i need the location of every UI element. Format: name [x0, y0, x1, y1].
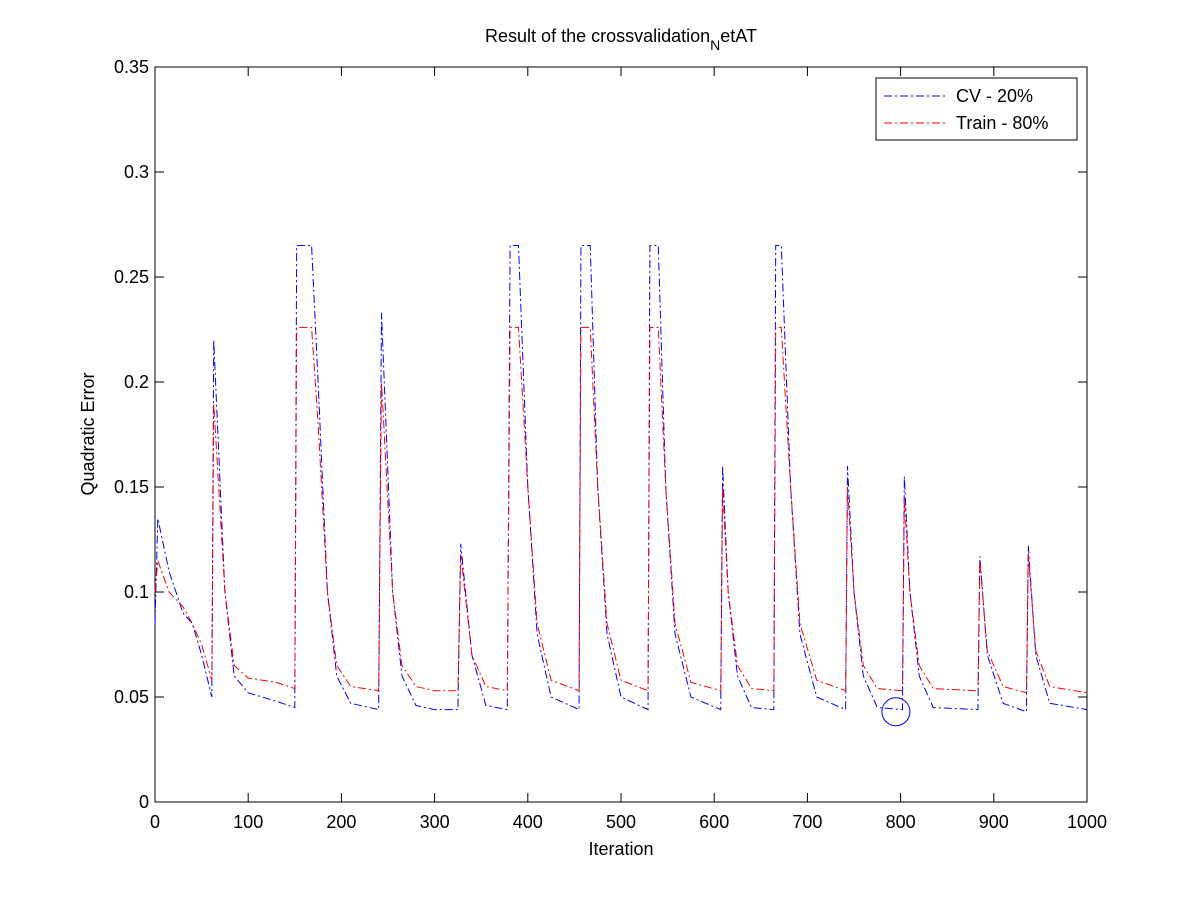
- y-tick-label: 0.25: [114, 267, 149, 287]
- chart-title: Result of the crossvalidationNetAT: [485, 26, 757, 53]
- x-tick-label: 300: [420, 812, 450, 832]
- legend-box: [875, 77, 1078, 141]
- legend-label: CV - 20%: [956, 86, 1033, 106]
- x-tick-label: 900: [979, 812, 1009, 832]
- y-tick-label: 0.2: [124, 372, 149, 392]
- legend-label: Train - 80%: [956, 113, 1048, 133]
- x-tick-label: 100: [233, 812, 263, 832]
- x-tick-label: 700: [792, 812, 822, 832]
- y-tick-label: 0: [139, 792, 149, 812]
- y-tick-label: 0.3: [124, 162, 149, 182]
- title-part: Result of the crossvalidation: [485, 26, 710, 46]
- x-tick-label: 0: [150, 812, 160, 832]
- y-tick-label: 0.15: [114, 477, 149, 497]
- x-tick-label: 1000: [1067, 812, 1107, 832]
- x-tick-label: 800: [886, 812, 916, 832]
- y-axis-label: Quadratic Error: [78, 372, 98, 495]
- series-line: [154, 326, 1088, 694]
- x-tick-label: 200: [326, 812, 356, 832]
- title-part: etAT: [720, 26, 757, 46]
- y-tick-label: 0.1: [124, 582, 149, 602]
- x-tick-label: 400: [513, 812, 543, 832]
- y-tick-label: 0.35: [114, 57, 149, 77]
- marker: [881, 697, 911, 727]
- x-tick-label: 600: [699, 812, 729, 832]
- x-tick-label: 500: [606, 812, 636, 832]
- y-tick-label: 0.05: [114, 687, 149, 707]
- x-axis-label: Iteration: [588, 839, 653, 859]
- title-subscript: N: [710, 37, 720, 53]
